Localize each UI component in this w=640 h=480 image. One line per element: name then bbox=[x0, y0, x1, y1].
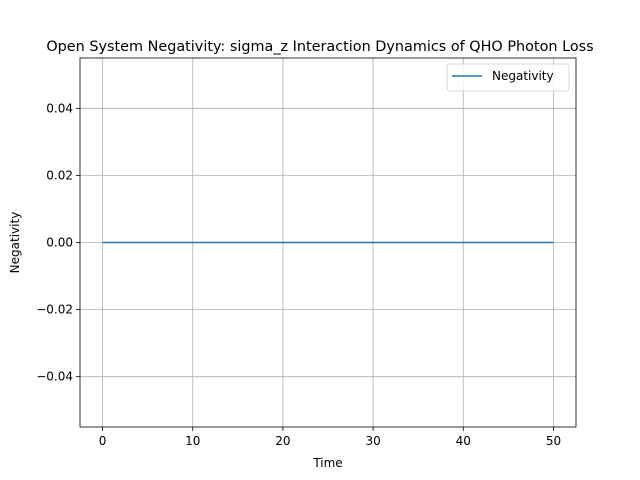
x-axis-ticks: 0 10 20 30 40 50 bbox=[99, 427, 561, 448]
x-tick-label: 30 bbox=[365, 434, 380, 448]
y-tick-label: 0.02 bbox=[46, 168, 73, 182]
y-tick-label: −0.02 bbox=[36, 303, 73, 317]
x-tick-label: 50 bbox=[546, 434, 561, 448]
legend-box bbox=[446, 63, 570, 92]
legend-label: Negativity bbox=[492, 69, 554, 83]
y-axis-ticks: −0.04 −0.02 0.00 0.02 0.04 bbox=[36, 101, 80, 384]
x-tick-label: 40 bbox=[456, 434, 471, 448]
x-tick-label: 20 bbox=[275, 434, 290, 448]
y-axis-label: Negativity bbox=[8, 212, 22, 274]
x-tick-label: 10 bbox=[185, 434, 200, 448]
y-tick-label: 0.04 bbox=[46, 101, 73, 115]
y-tick-label: −0.04 bbox=[36, 370, 73, 384]
y-tick-label: 0.00 bbox=[46, 236, 73, 250]
x-tick-label: 0 bbox=[99, 434, 107, 448]
legend: Negativity bbox=[446, 63, 570, 92]
x-axis-label: Time bbox=[312, 456, 342, 470]
chart-title: Open System Negativity: sigma_z Interact… bbox=[46, 39, 593, 55]
